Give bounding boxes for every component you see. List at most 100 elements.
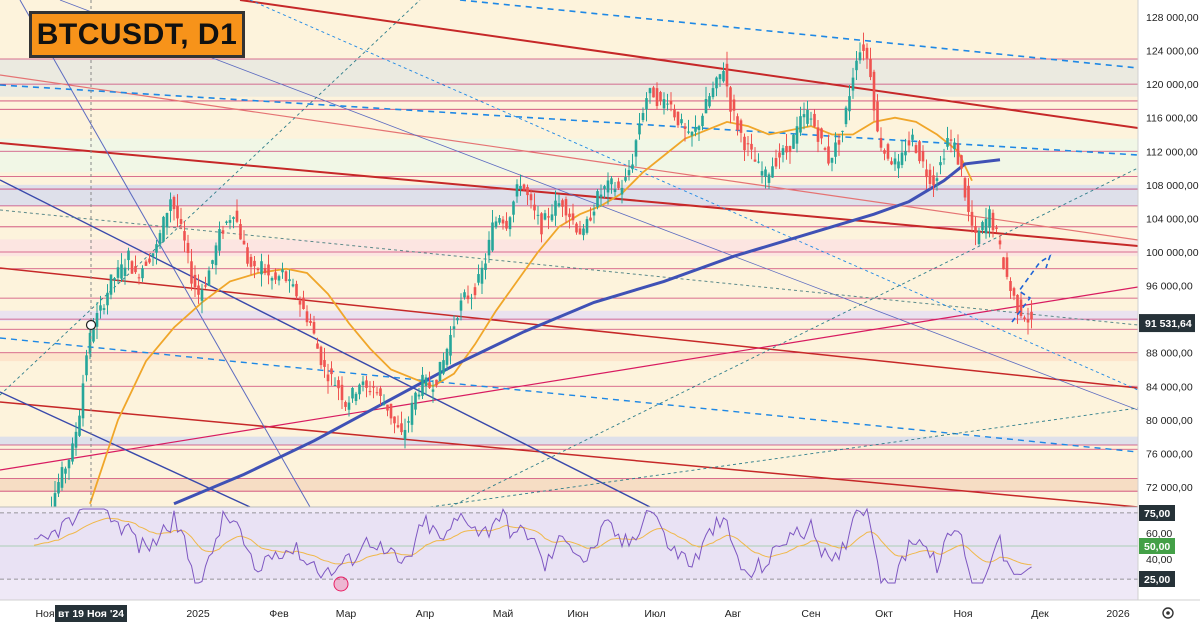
candle-body (529, 194, 533, 201)
candle-body (249, 256, 253, 267)
candle-body (977, 230, 981, 245)
candle-body (200, 289, 204, 301)
x-tick-label: Авг (725, 608, 742, 620)
candle-body (214, 245, 218, 266)
candle-body (148, 258, 151, 263)
candle-body (491, 222, 494, 251)
candle-body (813, 113, 816, 127)
candle-body (358, 384, 361, 395)
candle-body (312, 322, 316, 334)
x-tick-label: Дек (1031, 608, 1049, 620)
candle-body (106, 292, 109, 306)
projection-path (1011, 254, 1052, 323)
candle-body (375, 392, 379, 394)
candle-body (298, 300, 302, 305)
candle-body (995, 227, 998, 229)
candle-body (883, 150, 886, 154)
y-tick-label: 128 000,00 (1146, 12, 1199, 24)
candle-body (799, 116, 802, 133)
candle-body (795, 126, 799, 144)
candle-body (1026, 319, 1030, 323)
candle-body (739, 120, 743, 133)
candle-body (627, 170, 631, 176)
candle-body (571, 213, 575, 221)
candle-body (319, 346, 323, 366)
candle-body (638, 123, 641, 135)
candle-body (676, 111, 680, 126)
candle-body (617, 181, 620, 189)
candle-body (732, 99, 736, 111)
candle-body (204, 285, 207, 287)
candle-body (592, 211, 596, 216)
candle-body (183, 231, 186, 241)
current-price-label: 91 531,64 (1145, 318, 1192, 330)
candle-body (1012, 288, 1016, 296)
candle-body (634, 140, 638, 157)
trend-line (459, 0, 1138, 69)
candle-body (365, 380, 368, 388)
candle-body (844, 107, 848, 125)
candle-body (855, 60, 858, 71)
candle-body (981, 222, 984, 231)
candle-body (673, 109, 676, 118)
candle-body (687, 131, 690, 133)
candle-body (666, 103, 669, 105)
candle-body (956, 143, 960, 165)
crosshair-date-badge (55, 605, 127, 622)
price-zone (0, 352, 1138, 362)
candle-body (141, 268, 144, 279)
candle-body (277, 276, 281, 281)
candle-body (851, 77, 855, 91)
candle-body (382, 403, 386, 405)
candle-body (179, 219, 183, 224)
candle-body (718, 74, 722, 80)
candle-body (540, 213, 543, 235)
candle-body (449, 334, 452, 356)
candle-body (785, 145, 788, 153)
candle-body (480, 267, 484, 284)
candle-body (218, 229, 221, 251)
time-axis[interactable] (0, 600, 1138, 625)
candle-body (116, 267, 120, 278)
candle-body (953, 142, 956, 150)
trend-line (429, 407, 1138, 507)
candle-body (865, 47, 869, 59)
candle-body (459, 300, 463, 311)
candle-body (113, 278, 116, 281)
candle-body (736, 116, 739, 131)
candle-body (781, 148, 785, 155)
candle-body (88, 332, 92, 354)
candle-body (256, 268, 260, 271)
candle-body (708, 96, 711, 107)
candle-body (316, 343, 319, 349)
candle-body (886, 144, 890, 159)
candle-body (655, 88, 659, 107)
trend-line (449, 167, 1138, 507)
candle-body (235, 210, 239, 222)
candle-body (1019, 299, 1023, 316)
trend-line (0, 0, 421, 396)
y-tick-label: 116 000,00 (1146, 113, 1198, 125)
candle-body (522, 184, 526, 190)
candle-body (890, 161, 893, 165)
candle-body (81, 383, 85, 419)
candle-body (228, 220, 232, 223)
candle-body (326, 374, 330, 382)
candle-body (760, 171, 764, 176)
y-tick-label: 112 000,00 (1146, 146, 1198, 158)
candle-body (291, 284, 295, 287)
candle-body (585, 219, 589, 233)
candle-body (869, 58, 872, 78)
candle-body (778, 152, 781, 158)
candle-body (1009, 281, 1012, 292)
candle-body (64, 468, 67, 474)
price-zone (0, 58, 1138, 97)
candle-body (477, 274, 480, 283)
candle-body (130, 261, 134, 274)
settings-icon[interactable] (1162, 607, 1174, 619)
candle-body (935, 178, 939, 181)
candle-body (351, 387, 354, 399)
price-zone (0, 239, 1138, 257)
